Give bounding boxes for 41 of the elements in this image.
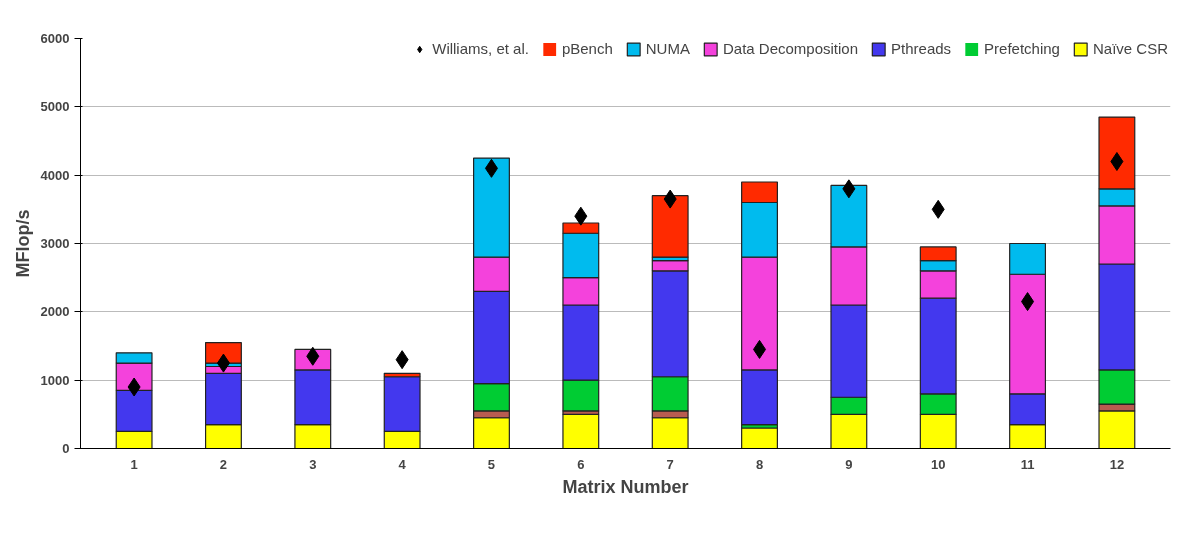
x-tick-label: 5 [487,456,496,472]
x-tick-label: 3 [309,456,317,472]
point [663,189,677,209]
y-tick-label: 1000 [40,372,70,388]
x-axis-title: Matrix Number [562,476,689,497]
point [574,206,588,226]
legend-label: Data Decomposition [722,40,859,57]
y-tick-label: 3000 [40,236,70,251]
y-tick-label: 4000 [40,167,70,183]
y-tick-label: 2000 [40,304,70,320]
y-tick-label: 0 [62,441,70,456]
point [931,199,945,219]
y-axis-title: MFlop/s [12,209,33,278]
legend-label: NUMA [645,40,690,57]
x-tick-label: 2 [219,456,228,472]
legend-label: Williams, et al. [432,40,529,57]
x-tick-label: 8 [755,456,764,472]
legend-label: pBench [561,40,613,57]
point [395,350,409,370]
legend-label: Pthreads [891,40,952,57]
legend-label: Naïve CSR [1092,40,1168,57]
x-tick-label: 4 [398,456,407,472]
point [127,377,141,397]
point [1021,292,1035,312]
bar [562,413,600,449]
point [484,158,498,178]
x-tick-label: 11 [1020,456,1035,472]
y-tick-label: 5000 [40,99,70,115]
y-tick-label: 6000 [40,31,70,46]
x-tick-label: 9 [845,456,853,472]
point [753,339,767,359]
x-tick-label: 10 [930,456,946,472]
x-tick-label: 7 [666,456,674,472]
bar [741,427,778,449]
legend-label: Prefetching [984,40,1060,57]
x-tick-label: 6 [577,456,585,472]
bar [651,195,689,258]
point [842,179,856,199]
x-tick-label: 12 [1109,456,1125,472]
x-tick-label: 1 [130,456,138,472]
bar [204,341,242,364]
